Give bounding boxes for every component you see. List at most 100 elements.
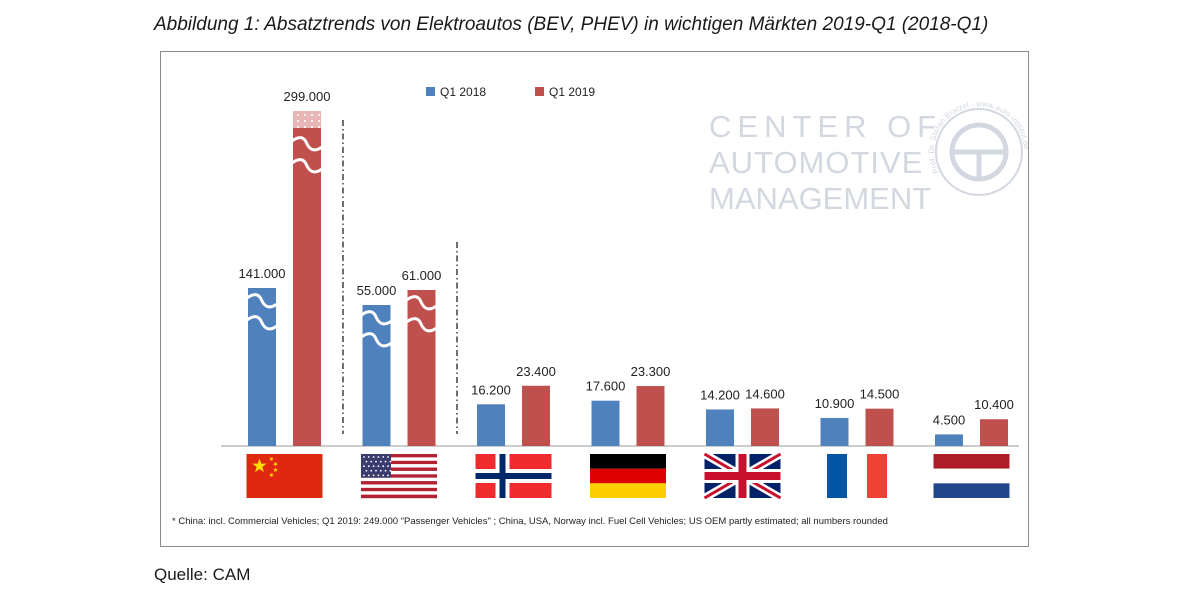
axis-break-line xyxy=(360,310,393,326)
bar-frankreich-q1-2019 xyxy=(865,408,894,446)
flag-cross-blue xyxy=(475,473,552,479)
flag-star xyxy=(363,456,365,458)
data-label-norwegen-q1-2018: 16.200 xyxy=(471,382,511,397)
flag-stripe xyxy=(361,464,437,468)
netherlands-flag xyxy=(933,454,1010,498)
flag-star xyxy=(377,465,380,468)
pattern-dot xyxy=(311,126,313,128)
pattern-dot xyxy=(297,114,299,116)
axis-break-line xyxy=(291,158,323,174)
flag-band-white xyxy=(933,468,1010,484)
flag-stripe xyxy=(361,470,437,475)
flag-star xyxy=(269,456,274,462)
data-label-großbritannien-q1-2019: 14.600 xyxy=(745,386,785,401)
pattern-dot xyxy=(311,114,313,116)
flag-star xyxy=(375,460,377,463)
flag-star xyxy=(387,465,389,468)
flag-star xyxy=(377,474,380,477)
flag-band-gold xyxy=(590,483,666,498)
page-title: Abbildung 1: Absatztrends von Elektroaut… xyxy=(154,14,989,35)
axis-break-line xyxy=(246,315,278,331)
axis-break-line xyxy=(291,136,323,152)
data-label-china-q1-2018: 141.000 xyxy=(239,266,286,281)
flag-star xyxy=(372,474,375,477)
flag-star xyxy=(365,460,368,463)
flag-stripe xyxy=(361,477,437,482)
flag-star xyxy=(367,465,370,468)
uk-flag xyxy=(702,450,783,502)
pattern-dot xyxy=(311,120,313,122)
flag-star xyxy=(387,456,389,458)
flag-star xyxy=(379,469,382,472)
flag-stripe xyxy=(361,487,437,492)
flag-stripe xyxy=(361,494,437,499)
axis-break-china-q1-2019 xyxy=(291,136,323,174)
flag-star xyxy=(367,474,370,477)
bar-usa-q1-2018 xyxy=(362,305,391,446)
bar-norwegen-q1-2018 xyxy=(477,404,505,446)
flag-star xyxy=(370,460,373,463)
flag-star xyxy=(384,469,387,472)
bar-großbritannien-q1-2018 xyxy=(706,409,734,446)
bar-china-q1-2018 xyxy=(248,288,276,446)
flag-stripe xyxy=(361,491,437,495)
legend-swatch-q1-2018 xyxy=(426,87,435,96)
axis-break-usa-q1-2019 xyxy=(405,295,438,333)
flag-band-blue xyxy=(933,483,1010,498)
watermark-line-3: MANAGEMENT xyxy=(709,181,931,216)
data-label-deutschland-q1-2018: 17.600 xyxy=(586,379,626,394)
bar-norwegen-q1-2019 xyxy=(522,385,550,446)
norway-flag xyxy=(475,454,552,498)
flag-band-red xyxy=(867,454,887,498)
flag-star xyxy=(382,474,385,477)
data-label-china-q1-2019: 299.000 xyxy=(284,89,331,104)
flag-band-red xyxy=(590,468,666,484)
flag-star xyxy=(252,458,267,473)
flag-star xyxy=(382,456,385,458)
data-label-frankreich-q1-2018: 10.900 xyxy=(815,396,855,411)
data-label-frankreich-q1-2019: 14.500 xyxy=(860,387,900,402)
axis-break-line xyxy=(360,332,393,348)
pattern-dot xyxy=(297,126,299,128)
flag-stripe xyxy=(361,454,437,458)
china-flag xyxy=(246,454,323,498)
bar-china-q1-2019-commercial-share xyxy=(293,111,321,128)
flag-star xyxy=(379,460,382,463)
france-flag xyxy=(827,454,887,498)
chart-legend: Q1 2018 Q1 2019 xyxy=(426,85,595,99)
usa-flag xyxy=(361,454,437,499)
watermark-line-1: CENTER OF xyxy=(709,109,942,144)
flag-star xyxy=(375,469,377,472)
flag-star xyxy=(389,469,392,472)
legend-swatch-q1-2019 xyxy=(535,87,544,96)
flag-star xyxy=(367,456,370,458)
watermark-line-2: AUTOMOTIVE xyxy=(709,145,923,180)
flag-star xyxy=(372,456,375,458)
pattern-dot xyxy=(318,126,320,128)
flag-star xyxy=(269,472,274,478)
flag-canton xyxy=(361,454,391,478)
flag-star xyxy=(370,469,373,472)
flag-star xyxy=(384,460,387,463)
bar-niederlande-q1-2018 xyxy=(935,434,963,446)
data-label-usa-q1-2018: 55.000 xyxy=(357,283,397,298)
data-label-niederlande-q1-2018: 4.500 xyxy=(933,412,966,427)
pattern-dot xyxy=(318,114,320,116)
bar-großbritannien-q1-2019 xyxy=(751,408,779,446)
flag-field xyxy=(246,454,323,498)
pattern-dot xyxy=(304,120,306,122)
flag-cross-red xyxy=(704,472,781,480)
axis-break-line xyxy=(246,293,278,309)
axis-break-line xyxy=(405,295,438,311)
chart-frame: CENTER OF AUTOMOTIVE MANAGEMENT Prof. Dr. S… xyxy=(160,51,1029,547)
flag-band-blue xyxy=(827,454,847,498)
axis-break-line xyxy=(405,317,438,333)
flag-star xyxy=(273,467,278,473)
flag-star xyxy=(363,474,365,477)
axis-break-usa-q1-2018 xyxy=(360,310,393,348)
seal-ring xyxy=(935,108,1023,196)
flag-star xyxy=(273,461,278,467)
pattern-dot xyxy=(304,126,306,128)
flag-star xyxy=(387,474,389,477)
